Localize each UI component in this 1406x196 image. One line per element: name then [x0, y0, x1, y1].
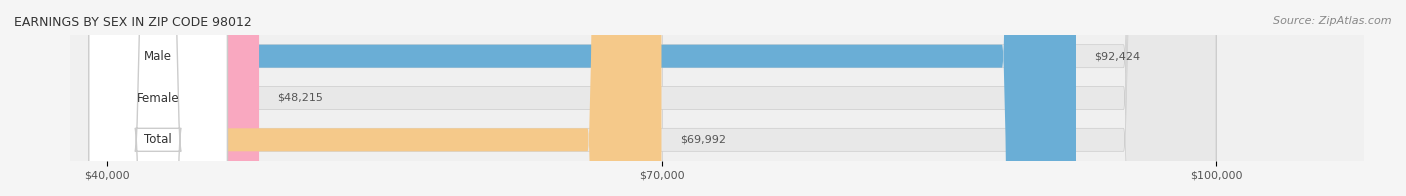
- FancyBboxPatch shape: [89, 0, 228, 196]
- FancyBboxPatch shape: [107, 0, 259, 196]
- Text: $92,424: $92,424: [1094, 51, 1140, 61]
- FancyBboxPatch shape: [107, 0, 661, 196]
- FancyBboxPatch shape: [107, 0, 1216, 196]
- FancyBboxPatch shape: [107, 0, 1216, 196]
- Text: Female: Female: [136, 92, 180, 104]
- Text: EARNINGS BY SEX IN ZIP CODE 98012: EARNINGS BY SEX IN ZIP CODE 98012: [14, 16, 252, 29]
- Text: $48,215: $48,215: [277, 93, 323, 103]
- Text: Total: Total: [145, 133, 172, 146]
- Text: Male: Male: [143, 50, 172, 63]
- Text: $69,992: $69,992: [681, 135, 725, 145]
- FancyBboxPatch shape: [89, 0, 228, 196]
- Text: Source: ZipAtlas.com: Source: ZipAtlas.com: [1274, 16, 1392, 26]
- FancyBboxPatch shape: [89, 0, 228, 196]
- FancyBboxPatch shape: [107, 0, 1076, 196]
- FancyBboxPatch shape: [107, 0, 1216, 196]
